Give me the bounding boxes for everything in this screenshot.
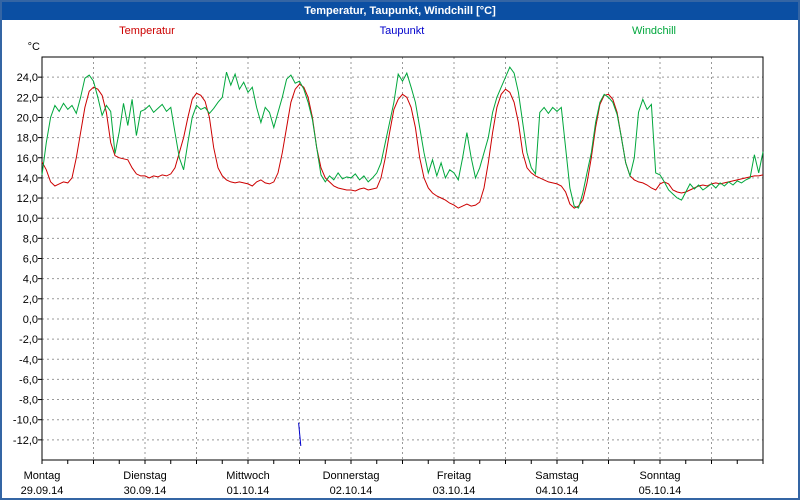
- svg-text:Sonntag: Sonntag: [640, 470, 681, 482]
- svg-text:6,0: 6,0: [23, 254, 38, 266]
- svg-text:29.09.14: 29.09.14: [21, 485, 64, 497]
- legend-temperatur: Temperatur: [119, 25, 175, 37]
- svg-text:Montag: Montag: [24, 470, 61, 482]
- svg-text:-10,0: -10,0: [13, 415, 38, 427]
- svg-text:24,0: 24,0: [17, 72, 38, 84]
- svg-text:22,0: 22,0: [17, 92, 38, 104]
- plot-border: [41, 56, 764, 461]
- x-axis-labels: Montag 29.09.14 Dienstag 30.09.14 Mittwoch 01…: [21, 470, 682, 497]
- svg-text:14,0: 14,0: [17, 173, 38, 185]
- svg-text:-6,0: -6,0: [19, 374, 38, 386]
- svg-text:01.10.14: 01.10.14: [227, 485, 270, 497]
- svg-text:10,0: 10,0: [17, 213, 38, 225]
- svg-text:20,0: 20,0: [17, 112, 38, 124]
- svg-text:°C: °C: [28, 41, 40, 53]
- svg-text:-8,0: -8,0: [19, 395, 38, 407]
- series-taupunkt-line: [298, 422, 302, 446]
- svg-text:12,0: 12,0: [17, 193, 38, 205]
- chart-title: Temperatur, Taupunkt, Windchill [°C]: [304, 5, 496, 17]
- legend-taupunkt: Taupunkt: [379, 25, 425, 37]
- svg-text:Mittwoch: Mittwoch: [226, 470, 269, 482]
- svg-text:03.10.14: 03.10.14: [433, 485, 476, 497]
- svg-text:Donnerstag: Donnerstag: [323, 470, 380, 482]
- svg-text:-4,0: -4,0: [19, 354, 38, 366]
- svg-text:Samstag: Samstag: [535, 470, 578, 482]
- svg-text:04.10.14: 04.10.14: [536, 485, 579, 497]
- svg-text:0,0: 0,0: [23, 314, 38, 326]
- title-bar: Temperatur, Taupunkt, Windchill [°C]: [2, 2, 798, 20]
- y-axis-labels: -12,0 -10,0 -8,0 -6,0 -4,0 -2,0 0,0 2,0 4,0 6,0 8,…: [13, 41, 40, 447]
- series-windchill-line: [41, 66, 764, 209]
- svg-text:16,0: 16,0: [17, 153, 38, 165]
- svg-text:05.10.14: 05.10.14: [639, 485, 682, 497]
- legend-windchill: Windchill: [631, 25, 677, 37]
- legend: Temperatur Taupunkt Windchill: [2, 25, 798, 41]
- svg-text:-2,0: -2,0: [19, 334, 38, 346]
- svg-text:4,0: 4,0: [23, 274, 38, 286]
- svg-text:Freitag: Freitag: [437, 470, 471, 482]
- grid-lines: [42, 57, 763, 460]
- svg-text:Dienstag: Dienstag: [123, 470, 166, 482]
- svg-text:8,0: 8,0: [23, 233, 38, 245]
- svg-text:-12,0: -12,0: [13, 435, 38, 447]
- svg-text:2,0: 2,0: [23, 294, 38, 306]
- axis-ticks: [38, 76, 764, 464]
- series-temperatur-line: [41, 83, 764, 209]
- svg-text:30.09.14: 30.09.14: [124, 485, 167, 497]
- svg-text:02.10.14: 02.10.14: [330, 485, 373, 497]
- svg-text:18,0: 18,0: [17, 133, 38, 145]
